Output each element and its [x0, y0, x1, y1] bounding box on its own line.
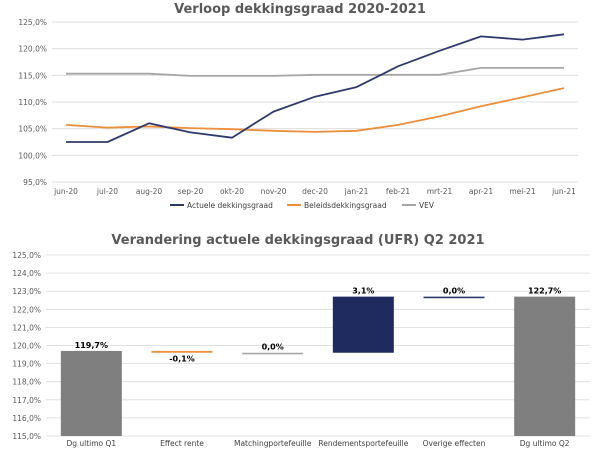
legend-label: Beleidsdekkingsgraad	[304, 201, 387, 210]
legend-label: Actuele dekkingsgraad	[187, 201, 273, 210]
line-chart-x-axis: jun-20 jul-20 aug-20 sep-20 okt-20 nov-20 dec-…	[53, 187, 576, 196]
waterfall-chart-y-axis: 115,0% 116,0% 117,0% 118,0% 119,0% 120,0% 121,…	[12, 251, 41, 441]
line-chart-x-tick-label: jun-20	[53, 187, 78, 196]
line-chart: Verloop dekkingsgraad 2020-2021 95,0% 100…	[18, 2, 578, 210]
line-chart-y-tick-label: 100,0%	[18, 151, 47, 160]
line-chart-series-line	[65, 87, 565, 133]
line-chart-x-tick-label: mrt-21	[427, 187, 453, 196]
waterfall-category-label: Overige effecten	[423, 439, 486, 448]
line-chart-series	[65, 33, 565, 143]
waterfall-chart-y-tick-label: 121,0%	[12, 323, 41, 332]
line-chart-x-tick-label: mei-21	[509, 187, 535, 196]
waterfall-bar	[151, 350, 213, 353]
waterfall-category-label: Effect rente	[160, 439, 204, 448]
waterfall-bar	[332, 296, 394, 353]
waterfall-chart-y-tick-label: 125,0%	[12, 251, 41, 260]
line-chart-x-tick-label: aug-20	[136, 187, 163, 196]
waterfall-chart-y-tick-label: 116,0%	[12, 414, 41, 423]
waterfall-bar-data-label: 122,7%	[528, 287, 561, 296]
line-chart-y-tick-label: 115,0%	[18, 71, 47, 80]
waterfall-bar	[60, 350, 122, 436]
line-chart-x-tick-label: sep-20	[178, 187, 204, 196]
line-chart-title: Verloop dekkingsgraad 2020-2021	[174, 2, 426, 17]
waterfall-chart-x-axis: Dg ultimo Q1 Effect rente Matchingportefeu…	[66, 439, 569, 448]
waterfall-category-label: Rendementsportefeuille	[318, 439, 408, 448]
waterfall-chart-y-tick-label: 115,0%	[12, 432, 41, 441]
line-chart-series-line	[66, 67, 564, 77]
line-chart-y-tick-label: 125,0%	[18, 18, 47, 27]
line-chart-y-tick-label: 95,0%	[23, 178, 47, 187]
waterfall-bar-data-label: -0,1%	[169, 355, 195, 364]
line-chart-x-tick-label: jun-21	[551, 187, 576, 196]
waterfall-chart-y-tick-label: 119,0%	[12, 360, 41, 369]
waterfall-bar	[423, 296, 485, 299]
waterfall-bar-data-label: 119,7%	[75, 341, 108, 350]
line-chart-y-tick-label: 120,0%	[18, 45, 47, 54]
legend-label: VEV	[419, 201, 435, 210]
line-chart-x-tick-label: nov-20	[261, 187, 287, 196]
line-chart-x-tick-label: apr-21	[469, 187, 493, 196]
line-chart-x-tick-label: dec-20	[302, 187, 328, 196]
waterfall-chart-y-tick-label: 118,0%	[12, 378, 41, 387]
waterfall-bar	[242, 352, 304, 355]
waterfall-chart-y-tick-label: 120,0%	[12, 342, 41, 351]
line-chart-series-line	[66, 33, 565, 143]
waterfall-bar	[514, 296, 576, 436]
waterfall-chart-title: Verandering actuele dekkingsgraad (UFR) …	[111, 233, 484, 248]
waterfall-chart-y-tick-label: 117,0%	[12, 396, 41, 405]
line-chart-y-tick-label: 110,0%	[18, 98, 47, 107]
line-chart-y-axis: 95,0% 100,0% 105,0% 110,0% 115,0% 120,0% 125,0…	[18, 18, 47, 187]
line-chart-x-tick-label: okt-20	[220, 187, 244, 196]
waterfall-chart: Verandering actuele dekkingsgraad (UFR) …	[12, 233, 590, 448]
waterfall-chart-y-tick-label: 122,0%	[12, 305, 41, 314]
waterfall-category-label: Matchingportefeuille	[234, 439, 312, 448]
line-chart-x-tick-label: jan-21	[344, 187, 369, 196]
waterfall-category-label: Dg ultimo Q1	[66, 439, 116, 448]
waterfall-bar-data-label: 0,0%	[262, 343, 284, 352]
line-chart-y-tick-label: 105,0%	[18, 125, 47, 134]
waterfall-chart-data-labels: 119,7% -0,1% 0,0% 3,1% 0,0% 122,7%	[75, 287, 562, 364]
waterfall-chart-y-tick-label: 124,0%	[12, 269, 41, 278]
line-chart-legend: Actuele dekkingsgraad Beleidsdekkingsgraa…	[170, 201, 435, 210]
line-chart-x-tick-label: jul-20	[96, 187, 118, 196]
waterfall-chart-bars	[60, 296, 576, 436]
waterfall-bar-data-label: 0,0%	[443, 287, 465, 296]
waterfall-chart-y-tick-label: 123,0%	[12, 287, 41, 296]
waterfall-bar-data-label: 3,1%	[352, 287, 374, 296]
waterfall-category-label: Dg ultimo Q2	[520, 439, 570, 448]
line-chart-x-tick-label: feb-21	[386, 187, 410, 196]
waterfall-chart-grid	[46, 254, 590, 437]
